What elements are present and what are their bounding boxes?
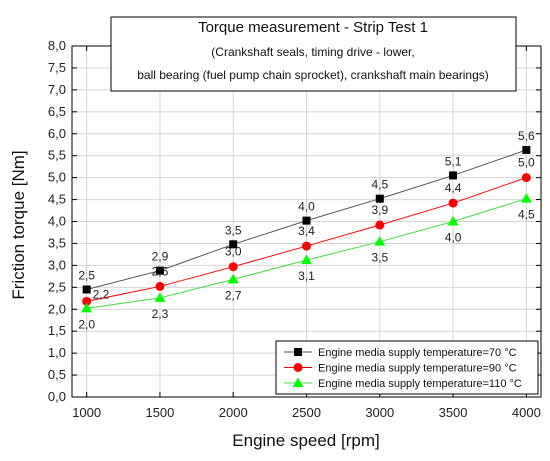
y-tick-label: 1,5 — [48, 323, 66, 338]
marker-circle — [82, 296, 92, 306]
x-tick-label: 3000 — [365, 405, 394, 420]
chart-subtitle-line-1: (Crankshaft seals, timing drive - lower, — [211, 45, 414, 59]
y-tick-label: 1,0 — [48, 345, 66, 360]
data-label: 3,5 — [371, 251, 388, 265]
y-tick-label: 6,5 — [48, 104, 66, 119]
chart-title: Torque measurement - Strip Test 1 — [198, 19, 428, 36]
series-triangle — [81, 193, 532, 313]
x-axis-title: Engine speed [rpm] — [232, 431, 379, 450]
marker-triangle — [154, 292, 166, 302]
title-frame — [110, 16, 517, 92]
legend-frame — [275, 340, 539, 395]
x-tick-label: 2000 — [219, 405, 248, 420]
marker-triangle — [292, 377, 304, 387]
data-label: 3,5 — [225, 223, 242, 237]
marker-circle — [375, 220, 385, 230]
legend-label: Engine media supply temperature=90 °C — [318, 363, 517, 375]
marker-triangle — [447, 216, 459, 226]
marker-square — [82, 285, 91, 294]
legend-label: Engine media supply temperature=110 °C — [318, 378, 522, 390]
data-label: 4,5 — [518, 208, 535, 222]
marker-circle — [448, 198, 458, 208]
data-label: 2,7 — [225, 288, 242, 302]
y-tick-label: 4,0 — [48, 214, 66, 229]
data-label: 2,0 — [78, 317, 95, 331]
data-label: 4,4 — [445, 181, 462, 195]
y-tick-label: 4,5 — [48, 192, 66, 207]
marker-square — [229, 240, 238, 249]
data-label: 4,0 — [445, 231, 462, 245]
legend-item: Engine media supply temperature=90 °C — [284, 363, 517, 375]
data-label: 2,2 — [93, 287, 110, 301]
y-tick-label: 0,5 — [48, 367, 66, 382]
series — [81, 145, 532, 313]
marker-square — [294, 348, 302, 356]
marker-circle — [228, 262, 238, 272]
x-tick-label: 1500 — [145, 405, 174, 420]
y-tick-label: 3,5 — [48, 235, 66, 250]
data-label: 2,9 — [152, 250, 169, 264]
data-label: 5,6 — [518, 129, 535, 143]
x-tick-label: 1000 — [72, 405, 101, 420]
data-labels: 2,52,93,54,04,55,15,62,22,53,03,43,94,45… — [78, 129, 535, 331]
legend: Engine media supply temperature=70 °C Eng… — [275, 340, 539, 395]
data-label: 5,1 — [445, 154, 462, 168]
y-tick-label: 7,5 — [48, 60, 66, 75]
y-tick-label: 8,0 — [48, 38, 66, 53]
y-axis-title: Friction torque [Nm] — [9, 150, 28, 299]
marker-circle — [293, 363, 303, 372]
y-tick-label: 2,5 — [48, 279, 66, 294]
y-tick-label: 0,0 — [48, 389, 66, 404]
data-label: 2,5 — [152, 264, 169, 278]
title-box: Torque measurement - Strip Test 1 (Crank… — [110, 16, 517, 92]
data-label: 2,5 — [78, 269, 95, 283]
legend-item: Engine media supply temperature=110 °C — [284, 377, 522, 390]
x-tick-label: 4000 — [512, 405, 541, 420]
y-tick-label: 3,0 — [48, 257, 66, 272]
marker-square — [522, 145, 531, 154]
y-tick-label: 6,0 — [48, 126, 66, 141]
marker-square — [375, 194, 384, 203]
marker-triangle — [227, 273, 239, 284]
marker-triangle — [301, 254, 312, 265]
marker-square — [155, 266, 164, 275]
marker-triangle — [81, 302, 93, 313]
y-tick-label: 2,0 — [48, 301, 66, 316]
data-label: 3,1 — [298, 269, 315, 283]
x-tick-label: 3500 — [439, 405, 468, 420]
chart-subtitle-line-2: ball bearing (fuel pump chain sprocket),… — [137, 68, 489, 82]
series-circle — [82, 173, 531, 306]
legend-label: Engine media supply temperature=70 °C — [318, 347, 517, 359]
axes: 0,0 0,5 1,0 1,5 2,0 2,5 3,0 3,5 4,0 4,5 5,0 5,5 6,0 6… — [48, 38, 541, 420]
data-label: 3,9 — [371, 203, 388, 217]
marker-square — [449, 171, 458, 180]
marker-square — [302, 216, 311, 225]
legend-item: Engine media supply temperature=70 °C — [284, 347, 517, 359]
data-label: 3,0 — [225, 245, 242, 259]
data-label: 3,4 — [298, 224, 315, 238]
y-tick-label: 5,5 — [48, 148, 66, 163]
series-square — [82, 145, 531, 294]
y-tick-label: 5,0 — [48, 170, 66, 185]
marker-circle — [302, 241, 311, 251]
data-label: 4,0 — [298, 200, 315, 214]
data-label: 4,5 — [371, 178, 388, 192]
y-tick-label: 7,0 — [48, 82, 66, 97]
x-tick-label: 2500 — [292, 405, 321, 420]
marker-circle — [155, 281, 165, 291]
data-label: 2,3 — [152, 307, 169, 321]
data-label: 5,0 — [518, 156, 535, 170]
marker-triangle — [520, 193, 532, 203]
marker-circle — [521, 173, 531, 183]
marker-triangle — [374, 236, 386, 246]
